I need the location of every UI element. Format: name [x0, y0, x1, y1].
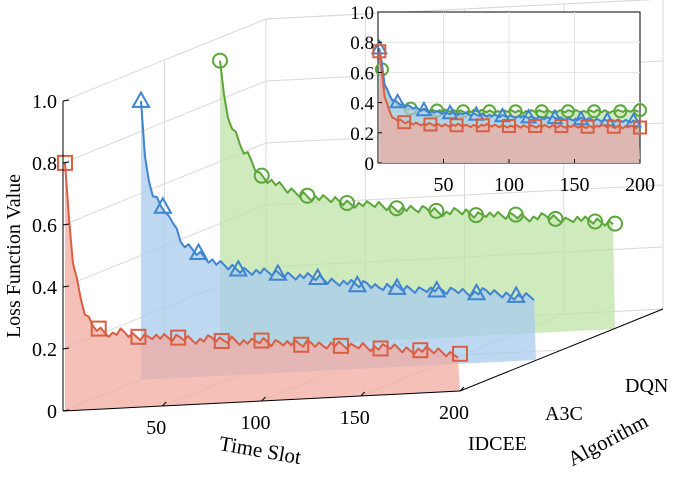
y-tick-label-a3c: A3C — [545, 403, 583, 425]
data-point-idcee — [130, 328, 147, 345]
series-idcee — [56, 154, 468, 411]
data-point-a3c — [506, 285, 526, 303]
inset-data-point-dqn — [633, 103, 647, 118]
inset-data-point-idcee — [580, 119, 595, 134]
data-point-dqn — [253, 167, 270, 184]
inset-y-tick-label: 0.4 — [350, 94, 374, 115]
data-point-a3c — [188, 242, 209, 260]
x-tick-label: 200 — [439, 402, 469, 424]
x-tick-label: 150 — [340, 407, 370, 429]
data-point-a3c — [307, 267, 328, 285]
data-point-idcee — [332, 337, 349, 354]
axes-layer: 0 0.2 0.4 0.6 0.8 1.0 50 100 150 200 IDCEE A3C DQN — [32, 91, 668, 455]
series-layer — [56, 52, 623, 411]
x-tick-label: 100 — [241, 412, 271, 434]
inset-y-tick-label: 0.8 — [350, 33, 374, 54]
data-point-dqn — [211, 52, 228, 69]
z-tick-label: 1.0 — [32, 91, 57, 113]
inset-data-point-idcee — [606, 119, 621, 134]
inset-data-point-dqn — [587, 104, 602, 119]
inset-y-tick-label: 0.6 — [350, 63, 374, 84]
data-point-a3c — [347, 274, 368, 293]
inset-line-a3c — [378, 48, 640, 124]
inset-chart: 0 0.2 0.4 0.6 0.8 1.0 50 100 150 200 — [350, 3, 655, 196]
data-point-dqn — [388, 200, 405, 217]
inset-area-idcee — [379, 51, 640, 163]
series-a3c — [131, 90, 536, 380]
inset-data-point-idcee — [528, 119, 543, 134]
inset-x-tick-label: 100 — [494, 174, 524, 196]
inset-data-point-idcee — [502, 119, 516, 134]
z-tick-label: 0 — [47, 401, 57, 423]
data-point-idcee — [213, 333, 230, 349]
inset-data-point-dqn — [613, 104, 628, 119]
grid-line — [265, 0, 654, 20]
y-tick-label-dqn: DQN — [625, 375, 668, 397]
x-tick — [161, 401, 167, 407]
z-axis-label: Loss Function Value — [3, 174, 25, 338]
inset-data-point-idcee — [397, 115, 412, 130]
data-point-a3c — [268, 263, 288, 281]
x-tick-label: 50 — [146, 417, 166, 439]
data-point-dqn — [587, 213, 604, 230]
data-point-a3c — [153, 196, 173, 214]
x-tick — [261, 396, 266, 402]
z-tick-label: 0.8 — [32, 153, 57, 175]
data-point-dqn — [299, 187, 316, 204]
y-tick-label-idcee: IDCEE — [468, 433, 527, 455]
x-tick — [360, 391, 366, 397]
data-point-dqn — [547, 210, 564, 227]
inset-data-point-idcee — [475, 118, 490, 133]
inset-x-tick-label: 150 — [560, 174, 590, 196]
inset-data-point-idcee — [372, 44, 387, 59]
data-point-dqn — [428, 202, 445, 219]
series-line-dqn — [219, 60, 614, 227]
z-tick-label: 0.2 — [32, 339, 57, 361]
x-axis-label: Time Slot — [217, 431, 303, 469]
inset-y-tick-label: 0 — [365, 154, 375, 175]
data-point-idcee — [412, 342, 429, 359]
data-point-idcee — [56, 154, 73, 171]
data-point-dqn — [339, 195, 356, 211]
z-tick-label: 0.6 — [32, 215, 57, 237]
inset-data-point-idcee — [554, 119, 569, 134]
inset-data-point-idcee — [633, 120, 647, 135]
inset-line-idcee — [378, 51, 640, 130]
data-point-idcee — [293, 336, 310, 353]
inset-y-tick-label: 1.0 — [350, 3, 374, 24]
inset-data-point-a3c — [415, 100, 433, 117]
z-tick — [62, 99, 70, 102]
data-point-idcee — [372, 340, 389, 357]
data-point-a3c — [387, 277, 407, 295]
data-point-idcee — [90, 320, 107, 337]
inset-data-point-idcee — [449, 118, 464, 133]
inset-data-point-idcee — [423, 117, 438, 132]
inset-y-tick-label: 0.2 — [350, 124, 374, 145]
data-point-dqn — [468, 207, 485, 224]
z-tick — [62, 161, 70, 164]
z-tick — [62, 223, 70, 226]
data-point-dqn — [507, 206, 524, 223]
series-area-idcee — [65, 162, 460, 411]
inset-x-tick-label: 50 — [434, 174, 454, 196]
inset-data-point-a3c — [389, 92, 407, 109]
z-tick-label: 0.4 — [32, 277, 57, 299]
series-area-a3c — [141, 100, 536, 380]
data-point-a3c — [131, 90, 151, 108]
data-point-dqn — [607, 215, 623, 232]
data-point-a3c — [228, 259, 249, 277]
inset-x-tick-label: 200 — [625, 174, 655, 196]
z-tick — [62, 347, 70, 350]
z-tick — [62, 285, 70, 288]
data-point-a3c — [426, 280, 447, 298]
data-point-idcee — [170, 329, 187, 346]
data-point-idcee — [452, 345, 468, 362]
data-point-idcee — [253, 332, 270, 349]
y-axis-line — [459, 308, 664, 392]
inset-series-idcee — [372, 44, 647, 163]
data-point-a3c — [466, 282, 487, 301]
